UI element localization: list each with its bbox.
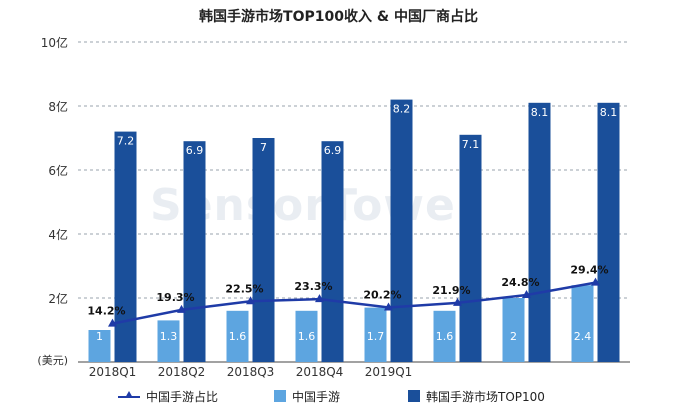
bar-cn-games bbox=[571, 285, 594, 362]
x-tick-label: 2018Q2 bbox=[158, 365, 206, 379]
bar-value-label: 1.7 bbox=[367, 330, 385, 343]
x-tick-label: 2018Q3 bbox=[227, 365, 275, 379]
share-line-marker bbox=[246, 296, 255, 305]
x-tick-label: 2018Q4 bbox=[296, 365, 344, 379]
bar-value-label: 1.6 bbox=[436, 330, 454, 343]
legend-label: 韩国手游市场TOP100 bbox=[426, 390, 545, 404]
bar-kr-top100 bbox=[252, 138, 275, 362]
share-line-marker bbox=[108, 318, 117, 327]
bar-cn-games bbox=[364, 307, 387, 362]
y-unit-label: (美元) bbox=[37, 354, 68, 367]
y-tick-label: 6亿 bbox=[48, 163, 68, 178]
bar-value-label: 8.1 bbox=[531, 106, 549, 119]
legend-swatch bbox=[408, 390, 420, 402]
x-tick-label: 2018Q1 bbox=[89, 365, 137, 379]
share-value-label: 29.4% bbox=[570, 264, 608, 277]
bar-value-label: 1 bbox=[96, 330, 103, 343]
share-line bbox=[112, 281, 596, 325]
y-tick-label: 8亿 bbox=[48, 99, 68, 114]
bar-value-label: 1.6 bbox=[298, 330, 316, 343]
share-value-label: 19.3% bbox=[156, 291, 194, 304]
bar-value-label: 2 bbox=[510, 330, 517, 343]
bar-kr-top100 bbox=[459, 134, 482, 362]
bar-cn-games bbox=[433, 310, 456, 362]
bar-cn-games bbox=[226, 310, 249, 362]
legend-label: 中国手游占比 bbox=[146, 390, 219, 404]
bar-value-label: 1.6 bbox=[229, 330, 247, 343]
share-line-marker bbox=[453, 297, 462, 306]
y-tick-label: 2亿 bbox=[48, 291, 68, 306]
bar-value-label: 7.1 bbox=[462, 138, 480, 151]
legend-label: 中国手游 bbox=[292, 390, 341, 404]
y-tick-label: 10亿 bbox=[41, 35, 68, 50]
bar-value-label: 7.2 bbox=[117, 135, 135, 148]
share-value-label: 14.2% bbox=[87, 305, 125, 318]
legend-swatch bbox=[274, 390, 286, 402]
bar-kr-top100 bbox=[390, 99, 413, 362]
y-tick-label: 4亿 bbox=[48, 227, 68, 242]
bar-value-label: 6.9 bbox=[324, 144, 342, 157]
bar-kr-top100 bbox=[183, 141, 206, 362]
bar-kr-top100 bbox=[114, 131, 137, 362]
share-line-marker bbox=[591, 277, 600, 286]
bar-value-label: 1.3 bbox=[160, 330, 178, 343]
bar-kr-top100 bbox=[321, 141, 344, 362]
bar-value-label: 8.2 bbox=[393, 103, 411, 116]
bar-cn-games bbox=[88, 330, 111, 362]
chart-plot: 10亿 8亿 6亿 4亿 2亿 (美元) 1 7.2 2018Q1 1.3 6.9 2018Q2 1.6… bbox=[37, 35, 630, 379]
chart-legend: 中国手游占比 中国手游 韩国手游市场TOP100 bbox=[0, 388, 677, 408]
share-line-marker bbox=[177, 304, 186, 313]
bar-cn-games bbox=[295, 310, 318, 362]
x-tick-label: 2019Q1 bbox=[365, 365, 413, 379]
legend-triangle-marker bbox=[125, 391, 133, 398]
bar-value-label: 8.1 bbox=[600, 106, 618, 119]
bar-kr-top100 bbox=[528, 102, 551, 363]
bar-cn-games bbox=[502, 298, 525, 362]
share-value-label: 23.3% bbox=[294, 280, 332, 293]
chart-title: 韩国手游市场TOP100收入 & 中国厂商占比 bbox=[199, 9, 478, 25]
bar-cn-games bbox=[157, 320, 180, 362]
share-line-marker bbox=[315, 294, 324, 303]
share-value-label: 20.2% bbox=[363, 288, 401, 301]
bar-kr-top100 bbox=[597, 102, 620, 363]
share-line-marker bbox=[384, 302, 393, 311]
bar-value-label: 2.4 bbox=[574, 330, 592, 343]
share-value-label: 24.8% bbox=[501, 276, 539, 289]
bar-value-label: 7 bbox=[260, 141, 267, 154]
share-line-marker bbox=[522, 290, 531, 299]
share-value-label: 21.9% bbox=[432, 284, 470, 297]
share-value-label: 22.5% bbox=[225, 282, 263, 295]
bar-value-label: 6.9 bbox=[186, 144, 204, 157]
